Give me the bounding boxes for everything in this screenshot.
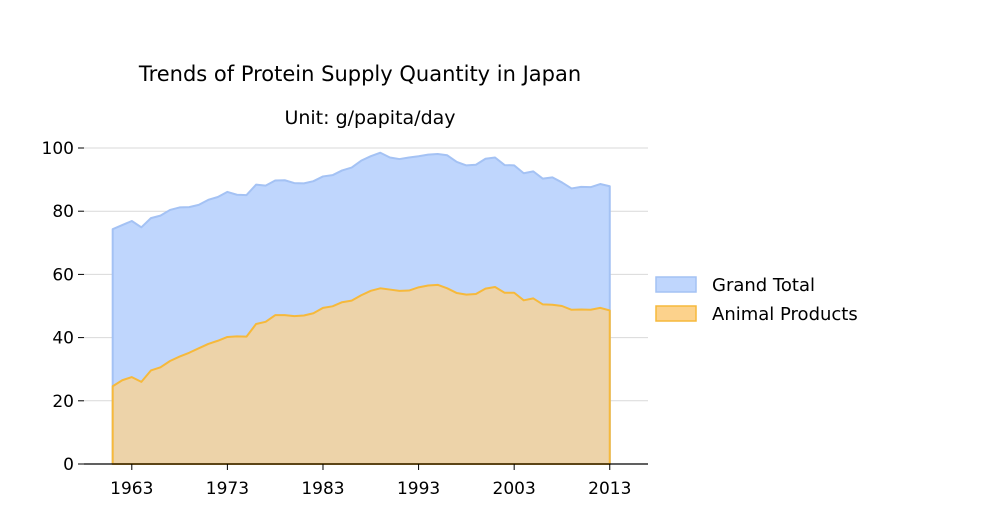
x-tick-label-1993: 1993 [397, 479, 440, 499]
x-tick-label-1963: 1963 [110, 479, 153, 499]
y-tick-label-60: 60 [52, 265, 74, 285]
legend: Grand Total Animal Products [655, 275, 858, 325]
y-tick-label-0: 0 [63, 455, 74, 475]
y-tick-label-100: 100 [42, 139, 74, 159]
legend-swatch-animal-products [655, 305, 697, 322]
area-animal-products [111, 283, 611, 465]
x-tick-label-2003: 2003 [493, 479, 536, 499]
legend-swatch-grand-total [655, 276, 697, 293]
chart-subtitle: Unit: g/papita/day [284, 107, 456, 129]
y-tick-label-20: 20 [52, 392, 74, 412]
x-tick-label-1973: 1973 [206, 479, 249, 499]
y-tick-label-80: 80 [52, 202, 74, 222]
x-tick-label-2013: 2013 [588, 479, 631, 499]
chart-title: Trends of Protein Supply Quantity in Jap… [138, 62, 582, 86]
legend-label-animal-products: Animal Products [712, 304, 858, 325]
x-tick-label-1983: 1983 [301, 479, 344, 499]
y-tick-label-40: 40 [52, 329, 74, 349]
plot-areas [111, 151, 611, 465]
legend-label-grand-total: Grand Total [712, 275, 815, 296]
axes: 0 20 40 60 80 100 1963 1973 1983 1993 2003 2013 [42, 139, 648, 499]
